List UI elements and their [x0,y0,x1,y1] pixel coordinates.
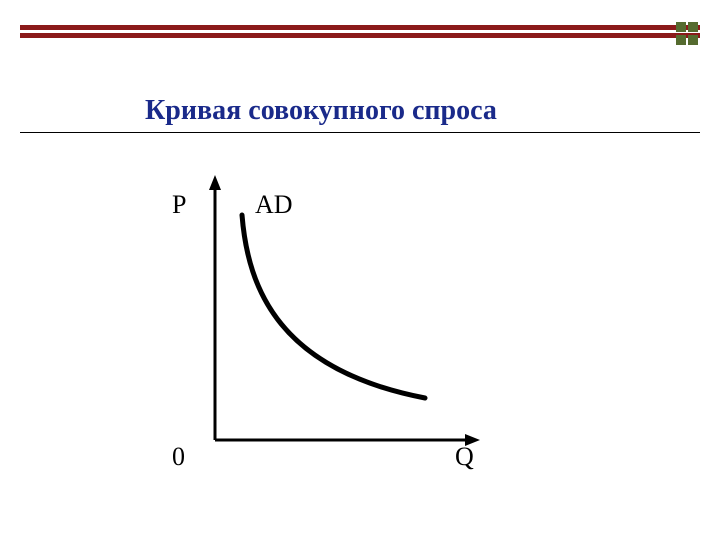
ad-curve [242,215,425,398]
y-axis [209,175,221,440]
ad-curve-chart [0,0,720,540]
y-axis-label: P [172,190,186,220]
x-axis [215,434,480,446]
origin-label: 0 [172,442,185,472]
x-axis-label: Q [455,442,474,472]
curve-label: AD [255,190,293,220]
